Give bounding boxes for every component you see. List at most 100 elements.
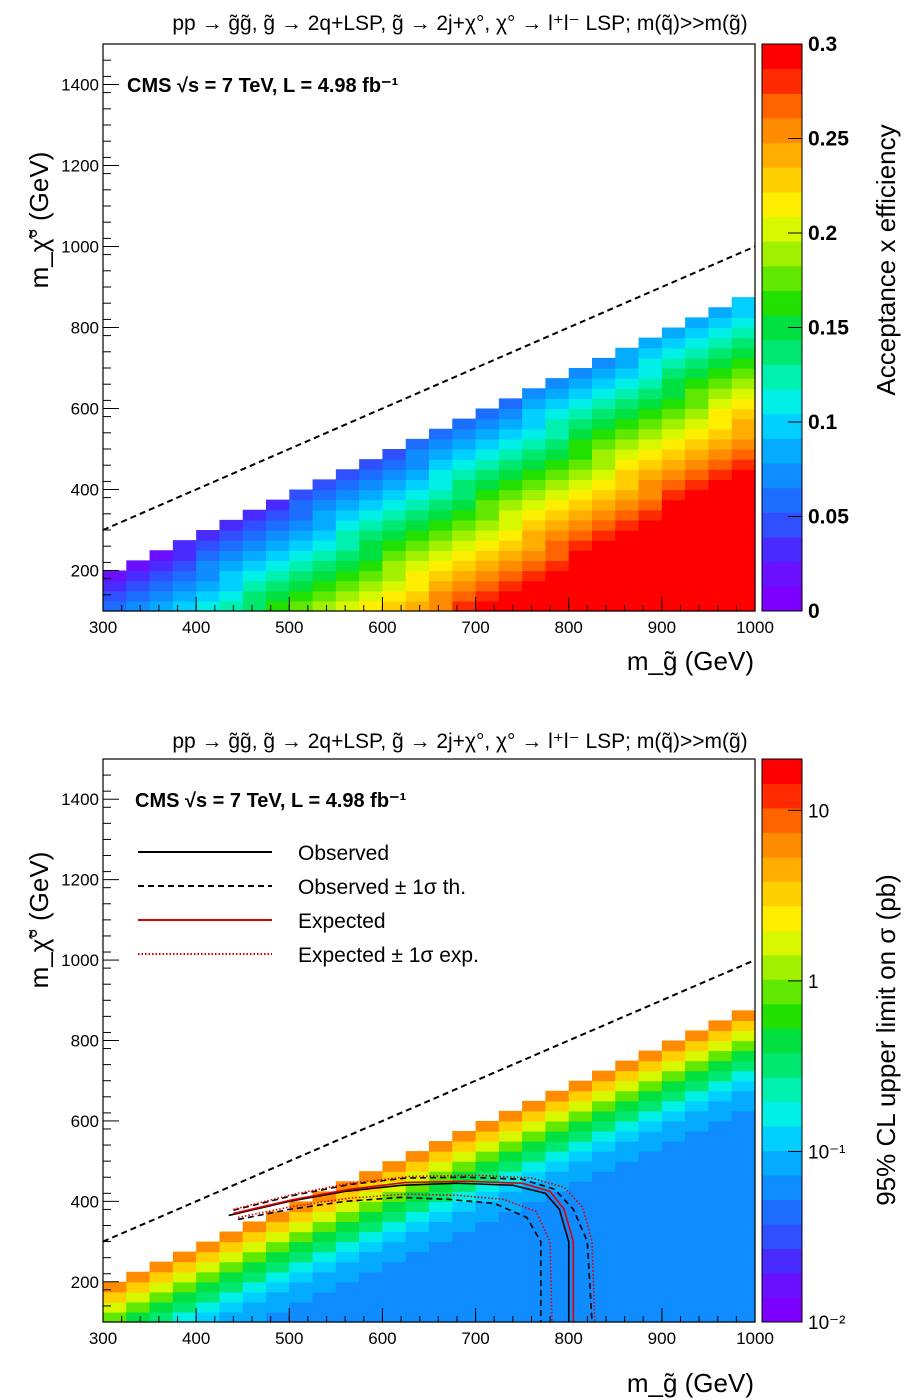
heatmap-cell [452, 530, 477, 541]
color-scale-bin [762, 1199, 802, 1225]
heatmap-cell [638, 479, 663, 491]
heatmap-cell [568, 509, 593, 521]
heatmap-cell [661, 1211, 686, 1223]
heatmap-cell [452, 489, 477, 501]
heatmap-cell [266, 540, 290, 551]
heatmap-cell [266, 560, 290, 572]
heatmap-cell [638, 550, 663, 561]
heatmap-cell [592, 1120, 616, 1132]
heatmap-cell [545, 398, 570, 410]
heatmap-cell [335, 580, 360, 592]
heatmap-cell [219, 1271, 244, 1283]
heatmap-cell [382, 590, 407, 602]
heatmap-cell [731, 1110, 756, 1122]
heatmap-cell [708, 1080, 733, 1092]
heatmap-cell [661, 438, 686, 450]
heatmap-cell [335, 1281, 360, 1293]
color-scale-bin [762, 561, 802, 587]
heatmap-cell [266, 1271, 290, 1283]
heatmap-cell [615, 1241, 640, 1253]
heatmap-cell [592, 590, 616, 602]
heatmap-cell [545, 1151, 570, 1162]
heatmap-cell [382, 469, 407, 480]
heatmap-cell [405, 519, 430, 531]
heatmap-cell [405, 1161, 430, 1172]
heatmap-cell [475, 1181, 500, 1192]
heatmap-cell [731, 327, 756, 339]
heatmap-cell [359, 1251, 384, 1263]
heatmap-cell [522, 1211, 547, 1223]
heatmap-cell [498, 1221, 523, 1233]
heatmap-cell [172, 570, 197, 582]
heatmap-cell [615, 590, 640, 602]
heatmap-cell [568, 1130, 593, 1142]
heatmap-cell [452, 459, 477, 470]
heatmap-cell [708, 317, 733, 329]
heatmap-cell [359, 1291, 384, 1303]
heatmap-cell [731, 438, 756, 450]
heatmap-cell [429, 580, 453, 592]
heatmap-cell [568, 590, 593, 602]
heatmap-cell [661, 580, 686, 592]
heatmap-cell [615, 570, 640, 582]
y-tick-label: 1200 [61, 871, 99, 890]
heatmap-cell [429, 1261, 453, 1273]
heatmap-cell [638, 1161, 663, 1172]
heatmap-cell [172, 560, 197, 572]
heatmap-cell [335, 1201, 360, 1213]
heatmap-cell [661, 408, 686, 420]
heatmap-cell [522, 550, 547, 561]
heatmap-cell [731, 580, 756, 592]
heatmap-cell [522, 438, 547, 450]
heatmap-cell [568, 1080, 593, 1092]
heatmap-cell [149, 570, 174, 582]
heatmap-cell [289, 570, 314, 582]
heatmap-cell [219, 540, 244, 551]
heatmap-cell [592, 1211, 616, 1223]
heatmap-cell [661, 1261, 686, 1273]
heatmap-cell [615, 1161, 640, 1172]
heatmap-cell [545, 580, 570, 592]
heatmap-cell [452, 1221, 477, 1233]
heatmap-cell [382, 1311, 407, 1323]
heatmap-cell [731, 1191, 756, 1202]
heatmap-cell [359, 1301, 384, 1313]
heatmap-cell [731, 1281, 756, 1293]
heatmap-cell [638, 1251, 663, 1263]
heatmap-cell [592, 499, 616, 511]
heatmap-cell [475, 438, 500, 450]
heatmap-cell [452, 438, 477, 450]
heatmap-cell [708, 1201, 733, 1213]
heatmap-cell [661, 357, 686, 369]
contour-expected-1-exp-upper- [233, 1174, 596, 1323]
heatmap-cell [498, 1241, 523, 1253]
heatmap-cell [429, 1291, 453, 1303]
heatmap-cell [731, 357, 756, 369]
heatmap-cell [685, 1301, 710, 1313]
heatmap-cell [242, 580, 267, 592]
heatmap-cell [638, 1201, 663, 1213]
heatmap-cell [568, 489, 593, 501]
x-tick-label: 600 [368, 1329, 396, 1348]
heatmap-cell [568, 1151, 593, 1162]
heatmap-cell [149, 590, 174, 602]
heatmap-cell [382, 1211, 407, 1223]
heatmap-cell [661, 1040, 686, 1052]
heatmap-cell [568, 540, 593, 551]
heatmap-cell [731, 1090, 756, 1102]
heatmap-cell [289, 540, 314, 551]
heatmap-cell [661, 499, 686, 511]
heatmap-cell [475, 570, 500, 582]
heatmap-cell [731, 560, 756, 572]
heatmap-cell [522, 1311, 547, 1323]
heatmap-cell [731, 1040, 756, 1052]
heatmap-cell [568, 1191, 593, 1202]
heatmap-cell [429, 479, 453, 491]
y-tick-label: 200 [71, 1273, 99, 1292]
heatmap-cell [172, 540, 197, 551]
heatmap-cell [266, 1221, 290, 1233]
heatmap-cell [568, 479, 593, 491]
heatmap-cell [359, 519, 384, 531]
heatmap-cell [335, 1211, 360, 1223]
heatmap-cell [335, 550, 360, 561]
